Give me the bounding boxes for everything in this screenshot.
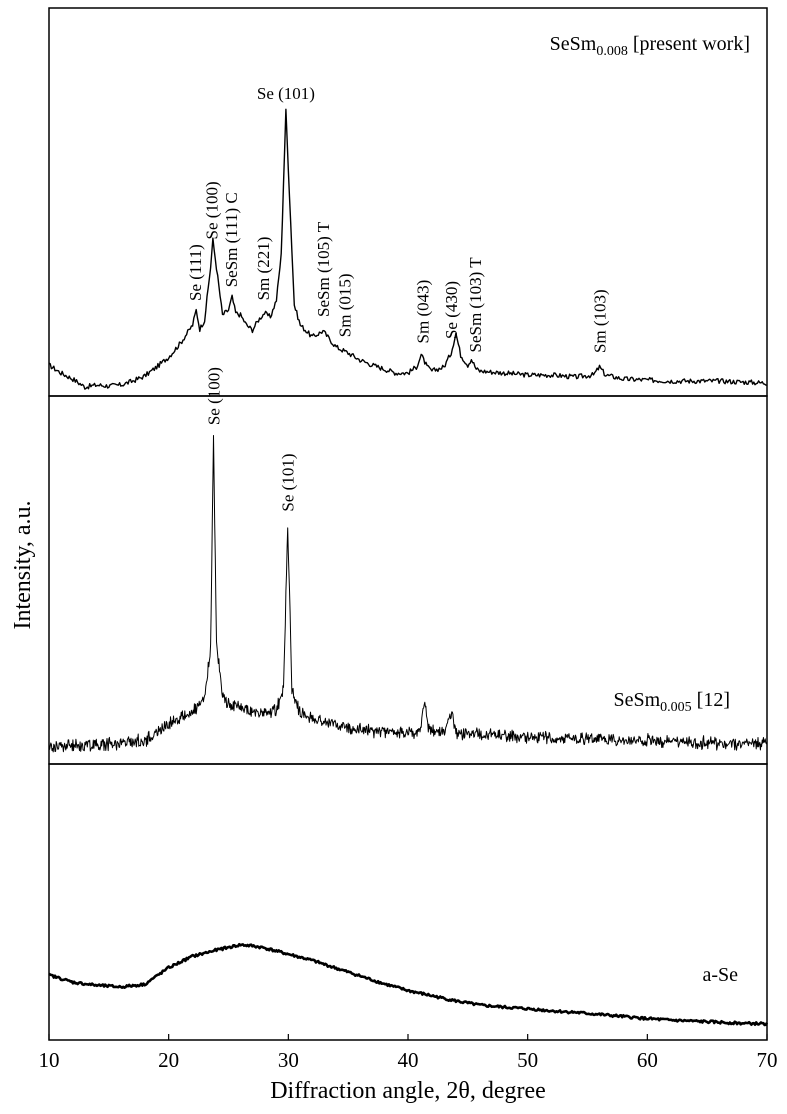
x-tick-label: 20	[158, 1048, 179, 1072]
peak-label: Se (100)	[205, 367, 224, 425]
peak-label: Se (101)	[279, 453, 298, 511]
peak-labels: Se (101)Se (111)Se (100) SeSm (111) C Sm (…	[186, 84, 610, 512]
x-tick-label: 30	[278, 1048, 299, 1072]
peak-label: Sm (221)	[254, 237, 273, 301]
series-line-sesm005	[48, 435, 768, 753]
plot-frame-top	[48, 7, 768, 397]
series-label-sesm008: SeSm0.008 [present work]	[550, 33, 750, 59]
peak-label: SeSm (111) C	[222, 192, 241, 287]
series-label-ase: a-Se	[702, 964, 738, 986]
peak-label: Sm (015)	[336, 273, 355, 337]
peak-label: Se (101)	[257, 84, 315, 103]
peak-label: SeSm (105) T	[314, 221, 333, 317]
peak-label: Se (100)	[203, 181, 222, 239]
peak-label: Se (111)	[186, 244, 205, 301]
x-tick-label: 60	[637, 1048, 658, 1072]
peak-label: Sm (103)	[591, 289, 610, 353]
series-line-sesm008	[48, 108, 768, 390]
series-line-ase	[48, 942, 769, 1027]
y-axis-title: Intensity, a.u.	[10, 500, 36, 629]
x-axis-ticks: 10 20 30 40 50 60 70	[39, 1034, 778, 1072]
peak-label: Sm (043)	[413, 280, 432, 344]
peak-label: Se (430)	[442, 281, 461, 339]
x-axis-title: Diffraction angle, 2θ, degree	[270, 1078, 546, 1104]
series-label-sesm005: SeSm0.005 [12]	[613, 689, 730, 715]
plot-frame-bottom	[48, 763, 768, 1041]
x-tick-label: 70	[757, 1048, 778, 1072]
x-tick-label: 40	[398, 1048, 419, 1072]
x-tick-label: 10	[39, 1048, 60, 1072]
peak-label: SeSm (103) T	[466, 257, 485, 353]
x-tick-label: 50	[517, 1048, 538, 1072]
series-lines	[48, 108, 769, 1027]
